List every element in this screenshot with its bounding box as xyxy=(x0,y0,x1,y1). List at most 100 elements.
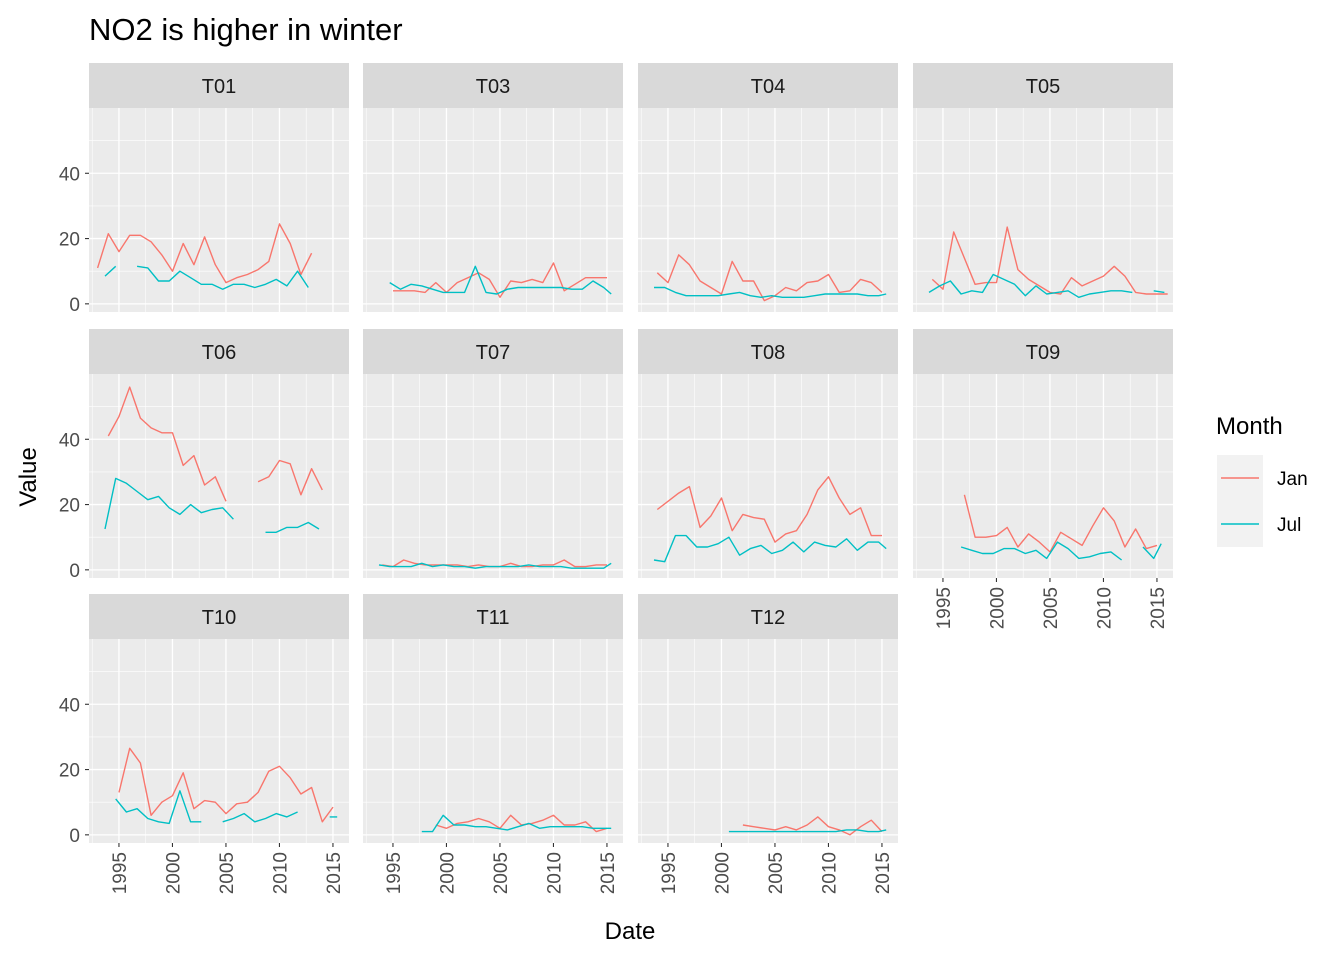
x-tick-label: 1995 xyxy=(659,852,680,894)
x-tick-label: 2000 xyxy=(713,852,734,894)
x-tick-label: 2000 xyxy=(438,852,459,894)
x-tick-label: 1995 xyxy=(384,852,405,894)
x-tick-label: 2015 xyxy=(598,852,619,894)
series-line-jan xyxy=(742,816,883,836)
panel-background xyxy=(89,639,349,843)
panel-background xyxy=(913,108,1173,312)
facet-strip xyxy=(363,63,623,108)
facet-panel-t08: T08 xyxy=(638,329,898,578)
legend: Month Jan Jul xyxy=(1216,413,1308,547)
y-axes: 0 20 40 0 20 40 0 20 40 xyxy=(59,164,89,847)
y-axis-title: Value xyxy=(15,447,42,507)
series-line-jan xyxy=(656,476,882,543)
facet-panel-t09: T09 xyxy=(913,329,1173,578)
series-line-jan xyxy=(656,254,883,302)
facet-strip-label: T08 xyxy=(751,342,785,364)
y-tick-label: 40 xyxy=(59,430,80,451)
facet-strip-label: T07 xyxy=(476,342,510,364)
x-tick-label: 2000 xyxy=(988,587,1009,629)
y-tick-label: 0 xyxy=(69,295,80,316)
facet-strip xyxy=(89,329,349,374)
x-tick-label: 2005 xyxy=(217,852,238,894)
series-line-jan xyxy=(107,386,323,502)
panel-background xyxy=(913,374,1173,578)
series-line-jan xyxy=(963,494,1158,553)
panel-background xyxy=(363,108,623,312)
x-axes: 1995 2000 2005 2010 2015 1995 2000 2005 2010 2015… xyxy=(110,578,1169,894)
x-tick-label: 2010 xyxy=(545,852,566,894)
x-tick-label: 2000 xyxy=(164,852,185,894)
x-tick-label: 2015 xyxy=(1148,587,1169,629)
facet-strip xyxy=(638,329,898,374)
series-line-jul xyxy=(104,265,309,290)
facet-strip-label: T01 xyxy=(202,76,236,98)
facet-strip xyxy=(363,329,623,374)
legend-label-jan: Jan xyxy=(1277,469,1308,490)
panel-background xyxy=(638,639,898,843)
series-line-jul xyxy=(389,265,612,295)
facet-strip xyxy=(638,594,898,639)
series-line-jul xyxy=(421,814,612,833)
panel-background xyxy=(363,374,623,578)
series-line-jan xyxy=(931,226,1168,295)
legend-title: Month xyxy=(1216,413,1283,440)
series-line-jul xyxy=(115,790,338,825)
panel-background xyxy=(363,639,623,843)
facet-strip-label: T10 xyxy=(202,607,236,629)
x-tick-label: 2005 xyxy=(1041,587,1062,629)
series-line-jul xyxy=(928,273,1165,298)
panel-background xyxy=(89,108,349,312)
y-tick-label: 20 xyxy=(59,496,80,517)
series-line-jul xyxy=(653,534,887,563)
facet-panel-t03: T03 xyxy=(363,63,623,312)
x-tick-label: 2005 xyxy=(766,852,787,894)
facet-strip-label: T12 xyxy=(751,607,785,629)
facet-panel-t01: T01 xyxy=(89,63,349,312)
facet-panel-t05: T05 xyxy=(913,63,1173,312)
series-line-jan xyxy=(118,747,334,823)
facet-strip xyxy=(913,329,1173,374)
y-tick-label: 40 xyxy=(59,164,80,185)
x-tick-label: 2010 xyxy=(820,852,841,894)
panel-background xyxy=(638,108,898,312)
facet-strip-label: T06 xyxy=(202,342,236,364)
x-tick-label: 2015 xyxy=(324,852,345,894)
series-line-jul xyxy=(104,477,320,533)
panel-background xyxy=(89,374,349,578)
legend-label-jul: Jul xyxy=(1277,515,1301,536)
facet-strip-label: T04 xyxy=(751,76,785,98)
facet-panel-t11: T11 xyxy=(363,594,623,843)
x-tick-label: 2015 xyxy=(873,852,894,894)
x-tick-label: 2010 xyxy=(1095,587,1116,629)
facet-strip xyxy=(89,594,349,639)
x-tick-label: 2010 xyxy=(271,852,292,894)
facet-strip-label: T11 xyxy=(477,607,510,629)
series-line-jul xyxy=(378,562,612,569)
facet-strip xyxy=(363,594,623,639)
facet-strip xyxy=(913,63,1173,108)
y-tick-label: 20 xyxy=(59,761,80,782)
facet-panel-t06: T06 xyxy=(89,329,349,578)
x-tick-label: 2005 xyxy=(491,852,512,894)
chart-title: NO2 is higher in winter xyxy=(89,12,403,47)
x-axis-title: Date xyxy=(605,918,656,945)
facet-strip xyxy=(89,63,349,108)
y-tick-label: 0 xyxy=(69,826,80,847)
facet-panel-t10: T10 xyxy=(89,594,349,843)
facet-strip-label: T05 xyxy=(1026,76,1060,98)
series-line-jan xyxy=(96,223,313,284)
facet-grid: T01 T03 T04 T05 T06 T07 T08 T09 T10 T11 T12 xyxy=(89,63,1173,843)
series-line-jul xyxy=(654,286,887,298)
x-tick-label: 1995 xyxy=(110,852,131,894)
panel-background xyxy=(638,374,898,578)
facet-strip-label: T03 xyxy=(476,76,510,98)
x-tick-label: 1995 xyxy=(934,587,955,629)
facet-strip-label: T09 xyxy=(1026,342,1060,364)
y-tick-label: 0 xyxy=(69,561,80,582)
y-tick-label: 40 xyxy=(59,695,80,716)
y-tick-label: 20 xyxy=(59,230,80,251)
series-line-jul xyxy=(728,829,887,833)
facet-panel-t12: T12 xyxy=(638,594,898,843)
series-line-jan xyxy=(393,262,607,298)
